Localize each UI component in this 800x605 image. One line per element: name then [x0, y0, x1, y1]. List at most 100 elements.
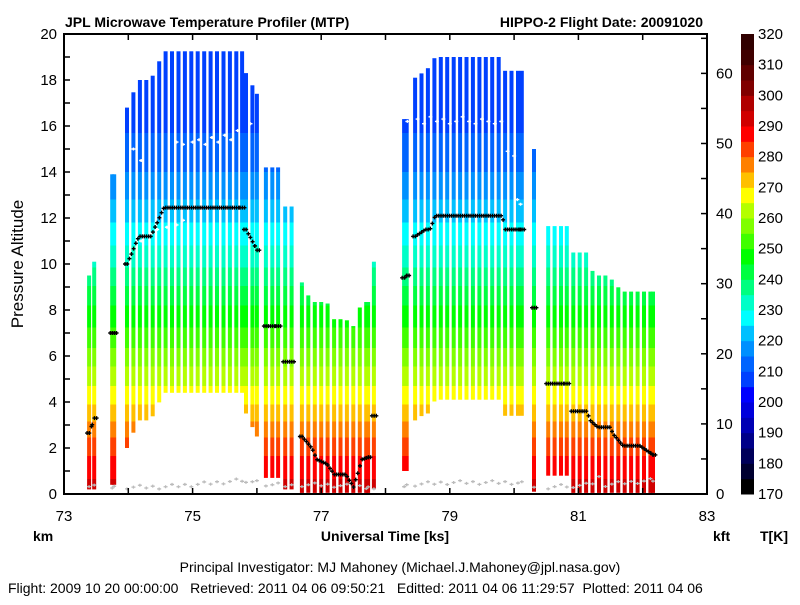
tropopause-point	[492, 122, 497, 126]
flight-altitude-point	[148, 234, 153, 239]
flight-altitude-point	[129, 252, 134, 257]
flight-altitude-point	[534, 305, 539, 310]
surface-point	[546, 487, 551, 491]
colorbar-band	[741, 80, 754, 96]
scan-column	[483, 57, 488, 400]
flight-altitude-point	[648, 451, 653, 456]
flight-altitude-point	[522, 227, 527, 232]
surface-point	[641, 479, 646, 483]
surface-point	[648, 477, 653, 481]
y2-tick-label: 10	[716, 416, 733, 433]
tropopause-points	[131, 115, 523, 243]
surface-point	[276, 481, 281, 485]
flight-altitude-point	[610, 429, 615, 434]
flight-altitude-point	[292, 359, 297, 364]
flight-altitude-point	[242, 205, 247, 210]
tropopause-point	[190, 140, 195, 144]
scan-column	[366, 302, 371, 493]
dates-text: Flight: 2009 10 20 00:00:00 Retrieved: 2…	[8, 580, 703, 596]
surface-point	[616, 480, 621, 484]
tropopause-point	[209, 136, 214, 139]
flight-altitude-point	[349, 481, 354, 486]
y-tick-label: 20	[40, 26, 57, 43]
surface-point	[289, 483, 294, 487]
flight-altitude-point	[588, 418, 593, 423]
scan-column	[254, 93, 259, 437]
colorbar-tick-label: 200	[758, 394, 783, 411]
flight-altitude-point	[345, 474, 350, 479]
x-tick-label: 75	[184, 508, 201, 525]
colorbar-band	[741, 34, 754, 50]
flight-altitude-point	[612, 433, 617, 438]
surface-point	[404, 483, 409, 487]
scan-column	[432, 58, 437, 402]
flight-altitude-point	[590, 420, 595, 425]
surface-point	[464, 481, 469, 485]
scan-column	[413, 77, 418, 421]
colorbar: 170 180 190 200 210 220 230 240 250 260 270 280 290 3…	[741, 26, 783, 503]
scan-column	[584, 252, 589, 493]
flight-altitude-point	[246, 231, 251, 236]
surface-point	[344, 482, 349, 486]
colorbar-band	[741, 463, 754, 480]
flight-altitude-point	[310, 448, 315, 453]
left-unit-label: km	[33, 528, 53, 544]
scan-column	[312, 302, 317, 493]
tropopause-point	[499, 119, 504, 123]
tropopause-point	[460, 115, 465, 119]
flight-altitude-point	[407, 273, 412, 278]
surface-point	[490, 479, 495, 483]
scan-column	[150, 75, 155, 417]
surface-point	[243, 480, 248, 484]
scan-column	[622, 291, 627, 493]
flight-altitude-point	[402, 275, 407, 280]
chart-title: JPL Microwave Temperature Profiler (MTP)	[65, 14, 349, 30]
y2-tick-label: 0	[716, 486, 724, 503]
y-tick-label: 4	[49, 394, 57, 411]
tropopause-point	[512, 154, 517, 158]
scan-column	[215, 51, 219, 393]
flight-altitude-point	[304, 439, 309, 444]
flight-altitude-point	[430, 221, 435, 226]
scan-column	[357, 307, 362, 493]
flight-altitude-point	[308, 444, 313, 449]
surface-point	[584, 481, 589, 485]
flight-altitude-point	[567, 381, 572, 386]
surface-point	[332, 485, 337, 489]
flight-altitude-point	[368, 455, 373, 460]
scan-column	[306, 295, 311, 493]
scan-column	[559, 226, 563, 476]
tropopause-point	[180, 142, 185, 146]
scan-column	[157, 61, 162, 403]
flight-altitude-point	[323, 461, 328, 466]
surface-point	[254, 479, 259, 483]
right-unit-label: kft	[713, 528, 730, 544]
surface-point	[445, 482, 450, 486]
scan-column	[244, 73, 248, 414]
colorbar-tick-label: 260	[758, 210, 783, 227]
scan-column	[546, 226, 551, 476]
scan-column	[577, 252, 582, 493]
colorbar-tick-label: 270	[758, 179, 783, 196]
colorbar-band	[741, 187, 754, 204]
tropopause-point	[222, 133, 227, 137]
colorbar-band	[741, 126, 754, 142]
scan-column	[552, 226, 557, 476]
scan-column	[87, 275, 92, 490]
flight-altitude-point	[312, 453, 317, 458]
colorbar-band	[741, 95, 754, 112]
flight-altitude-point	[325, 463, 330, 468]
flight-altitude-point	[353, 477, 358, 482]
scan-column	[503, 70, 508, 416]
scan-column	[289, 206, 294, 490]
colorbar-band	[741, 325, 754, 342]
plot-area	[85, 51, 658, 493]
surface-point	[221, 482, 226, 486]
flight-altitude-point	[614, 435, 619, 440]
surface-point	[413, 484, 418, 488]
colorbar-tick-label: 300	[758, 87, 783, 104]
scan-column	[590, 270, 595, 493]
surface-point	[357, 484, 362, 488]
surface-point	[371, 487, 376, 491]
x-tick-label: 73	[56, 508, 73, 525]
